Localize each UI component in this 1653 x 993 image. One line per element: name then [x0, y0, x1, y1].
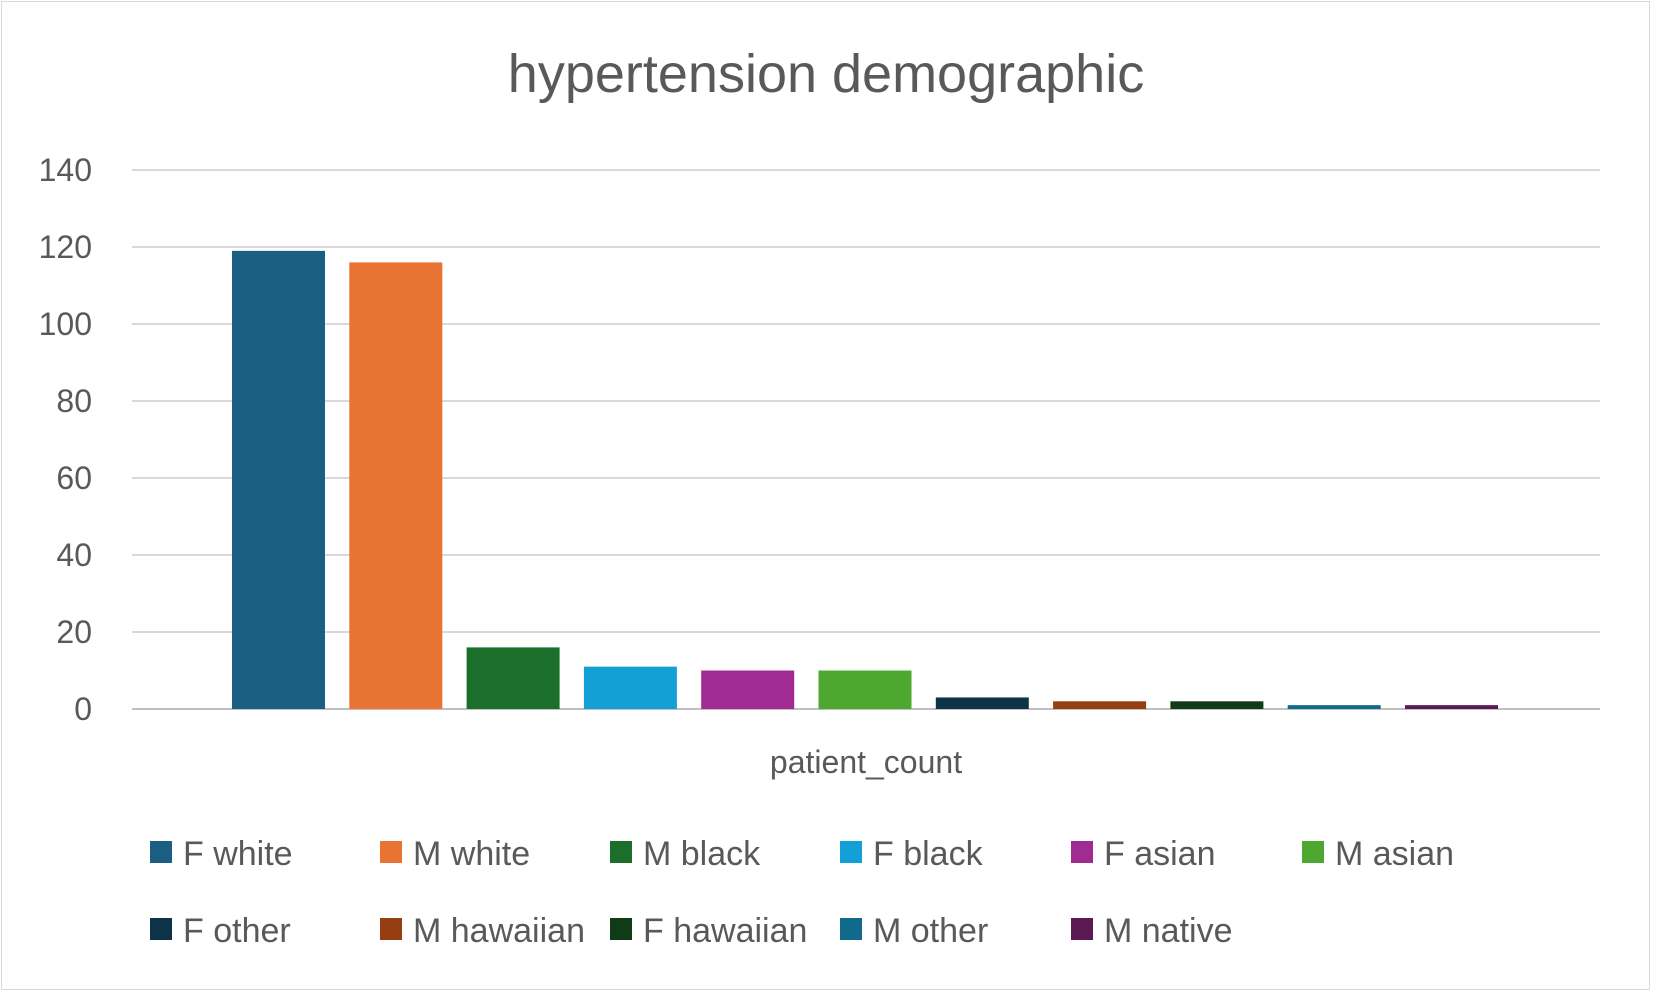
y-tick-label: 80	[56, 383, 92, 419]
bar-m-white	[349, 262, 443, 709]
bar-m-other	[1287, 705, 1381, 709]
legend-swatch	[380, 918, 402, 940]
legend-swatch	[610, 918, 632, 940]
bar-m-native	[1405, 705, 1498, 709]
legend-label: M other	[873, 912, 988, 950]
legend-item-m-hawaiian: M hawaiian	[380, 912, 585, 950]
legend-item-m-native: M native	[1071, 912, 1233, 950]
legend-item-f-hawaiian: F hawaiian	[610, 912, 807, 950]
legend-swatch	[150, 918, 172, 940]
legend-item-f-asian: F asian	[1071, 835, 1216, 873]
legend-label: F black	[873, 835, 984, 873]
legend-item-m-other: M other	[840, 912, 988, 950]
y-tick-label: 120	[39, 229, 92, 265]
legend-label: M asian	[1335, 835, 1454, 873]
legend-label: M black	[643, 835, 761, 873]
bar-f-black	[583, 666, 677, 709]
legend-label: M hawaiian	[413, 912, 585, 950]
legend: F white M white M black F black F asian M asi…	[150, 835, 1454, 950]
y-tick-label: 40	[56, 537, 92, 573]
chart-title: hypertension demographic	[508, 44, 1144, 104]
legend-swatch	[610, 841, 632, 863]
legend-label: F asian	[1104, 835, 1216, 873]
y-axis-ticks: 0 20 40 60 80 100 120 140	[39, 152, 92, 727]
bar-m-hawaiian	[1053, 701, 1147, 709]
bar-m-asian	[818, 670, 912, 709]
legend-swatch	[1071, 918, 1093, 940]
x-axis-label: patient_count	[770, 744, 962, 780]
y-tick-label: 100	[39, 306, 92, 342]
bar-m-black	[466, 647, 560, 709]
y-tick-label: 140	[39, 152, 92, 188]
legend-swatch	[380, 841, 402, 863]
bar-f-asian	[701, 670, 795, 709]
legend-swatch	[150, 841, 172, 863]
bars	[232, 250, 1498, 709]
legend-item-m-black: M black	[610, 835, 761, 873]
legend-swatch	[1302, 841, 1324, 863]
bar-f-other	[935, 697, 1029, 709]
bar-f-hawaiian	[1170, 701, 1264, 709]
y-tick-label: 60	[56, 460, 92, 496]
legend-label: F hawaiian	[643, 912, 807, 950]
legend-swatch	[840, 918, 862, 940]
legend-swatch	[1071, 841, 1093, 863]
legend-item-m-white: M white	[380, 835, 530, 873]
bar-f-white	[232, 250, 325, 709]
legend-label: M white	[413, 835, 530, 873]
legend-label: M native	[1104, 912, 1233, 950]
legend-item-f-other: F other	[150, 912, 291, 950]
y-tick-label: 0	[74, 691, 92, 727]
legend-item-f-white: F white	[150, 835, 293, 873]
legend-label: F other	[183, 912, 291, 950]
legend-item-f-black: F black	[840, 835, 984, 873]
y-tick-label: 20	[56, 614, 92, 650]
legend-item-m-asian: M asian	[1302, 835, 1454, 873]
legend-swatch	[840, 841, 862, 863]
legend-label: F white	[183, 835, 293, 873]
